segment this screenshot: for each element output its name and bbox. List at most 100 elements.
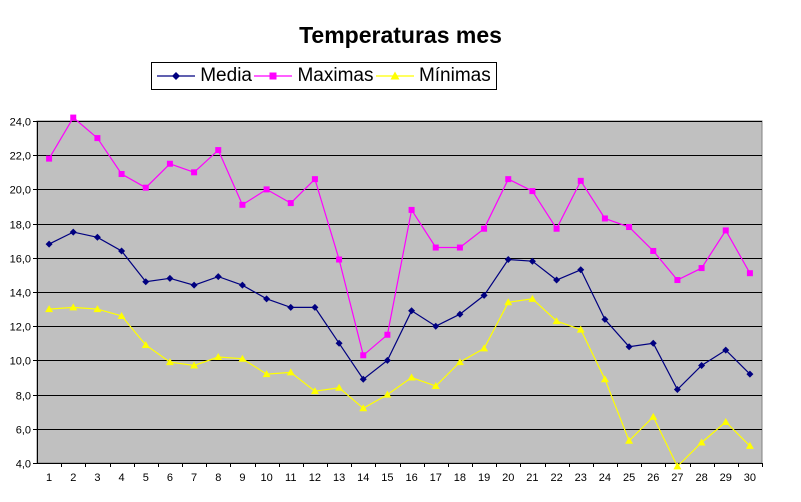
- data-point-media: [625, 343, 633, 351]
- x-tick-label: 14: [357, 472, 369, 484]
- data-point-maximas: [650, 247, 657, 254]
- data-point-maximas: [626, 224, 633, 231]
- data-point-minimas: [214, 352, 223, 360]
- legend-label-maximas: Maximas: [297, 65, 374, 86]
- data-point-media: [553, 276, 561, 284]
- data-point-minimas: [190, 361, 199, 369]
- data-point-minimas: [286, 368, 295, 376]
- data-point-minimas: [721, 417, 730, 425]
- data-point-media: [746, 370, 754, 378]
- y-tick-label: 12,0: [10, 322, 31, 334]
- y-tick-label: 4,0: [16, 459, 31, 471]
- data-point-maximas: [142, 184, 149, 191]
- x-tick-label: 19: [478, 472, 490, 484]
- series-line-maximas: [48, 116, 751, 357]
- data-point-maximas: [336, 256, 343, 263]
- x-tick-label: 3: [94, 472, 100, 484]
- data-point-maximas: [481, 225, 488, 232]
- y-tick-label: 18,0: [10, 220, 31, 232]
- data-point-media: [311, 303, 319, 311]
- data-point-media: [238, 281, 246, 289]
- data-point-maximas: [384, 331, 391, 338]
- data-point-maximas: [70, 114, 77, 121]
- data-point-media: [383, 356, 391, 364]
- y-tick-label: 16,0: [10, 254, 31, 266]
- data-point-media: [577, 266, 585, 274]
- x-tick-label: 23: [575, 472, 587, 484]
- data-point-minimas: [165, 358, 174, 366]
- data-point-minimas: [45, 305, 54, 313]
- data-point-minimas: [141, 341, 150, 349]
- data-point-maximas: [529, 188, 536, 195]
- data-point-media: [698, 362, 706, 370]
- y-tick-label: 6,0: [16, 425, 31, 437]
- x-tick-label: 25: [623, 472, 635, 484]
- data-point-maximas: [94, 135, 101, 142]
- data-point-maximas: [674, 277, 681, 284]
- data-point-maximas: [601, 215, 608, 222]
- data-point-media: [118, 247, 126, 255]
- x-tick-label: 2: [70, 472, 76, 484]
- data-point-minimas: [335, 383, 344, 391]
- x-tick-label: 20: [502, 472, 514, 484]
- data-point-minimas: [383, 390, 392, 398]
- x-tick-label: 10: [260, 472, 272, 484]
- x-tick-label: 9: [239, 472, 245, 484]
- x-tick-label: 1: [46, 472, 52, 484]
- y-tick-label: 20,0: [10, 185, 31, 197]
- legend: Media Maximas Mínimas: [151, 62, 497, 90]
- data-point-media: [190, 281, 198, 289]
- data-point-maximas: [698, 265, 705, 272]
- data-point-minimas: [552, 317, 561, 325]
- series-line-media: [48, 231, 751, 391]
- legend-label-minimas: Mínimas: [418, 65, 491, 86]
- y-tick-label: 22,0: [10, 151, 31, 163]
- data-point-media: [287, 303, 295, 311]
- data-point-minimas: [504, 298, 513, 306]
- data-point-minimas: [359, 404, 368, 412]
- data-point-maximas: [311, 176, 318, 183]
- data-point-maximas: [287, 200, 294, 207]
- data-point-media: [456, 310, 464, 318]
- data-point-maximas: [432, 244, 439, 251]
- x-tick-label: 21: [526, 472, 538, 484]
- x-tick-label: 29: [720, 472, 732, 484]
- data-point-maximas: [408, 206, 415, 213]
- data-point-minimas: [117, 311, 126, 319]
- data-point-maximas: [553, 225, 560, 232]
- legend-item-minimas: Mínimas: [375, 65, 491, 87]
- data-point-media: [214, 273, 222, 281]
- legend-item-maximas: Maximas: [254, 65, 373, 87]
- x-tick-label: 11: [285, 472, 296, 484]
- legend-swatch-maximas: [254, 72, 293, 80]
- data-point-media: [166, 274, 174, 282]
- data-point-maximas: [456, 244, 463, 251]
- data-point-maximas: [505, 176, 512, 183]
- legend-swatch-media: [157, 72, 196, 80]
- data-point-media: [528, 257, 536, 265]
- data-point-maximas: [46, 155, 53, 162]
- data-point-minimas: [673, 462, 682, 470]
- x-tick-label: 28: [695, 472, 707, 484]
- x-tick-label: 13: [333, 472, 345, 484]
- x-tick-label: 4: [119, 472, 125, 484]
- data-point-maximas: [746, 270, 753, 277]
- data-point-minimas: [310, 387, 319, 395]
- data-point-minimas: [697, 438, 706, 446]
- chart-title: Temperaturas mes: [299, 22, 502, 48]
- x-tick-label: 12: [309, 472, 321, 484]
- data-point-media: [432, 322, 440, 330]
- x-tick-label: 15: [381, 472, 393, 484]
- x-tick-label: 24: [599, 472, 611, 484]
- data-point-minimas: [625, 436, 634, 444]
- data-point-maximas: [360, 352, 367, 359]
- data-point-minimas: [262, 370, 271, 378]
- data-point-minimas: [600, 375, 609, 383]
- x-tick-label: 6: [167, 472, 173, 484]
- data-point-media: [69, 228, 77, 236]
- y-tick-label: 14,0: [10, 288, 31, 300]
- data-point-media: [335, 339, 343, 347]
- legend-item-media: Media: [157, 65, 252, 87]
- data-point-minimas: [93, 305, 102, 313]
